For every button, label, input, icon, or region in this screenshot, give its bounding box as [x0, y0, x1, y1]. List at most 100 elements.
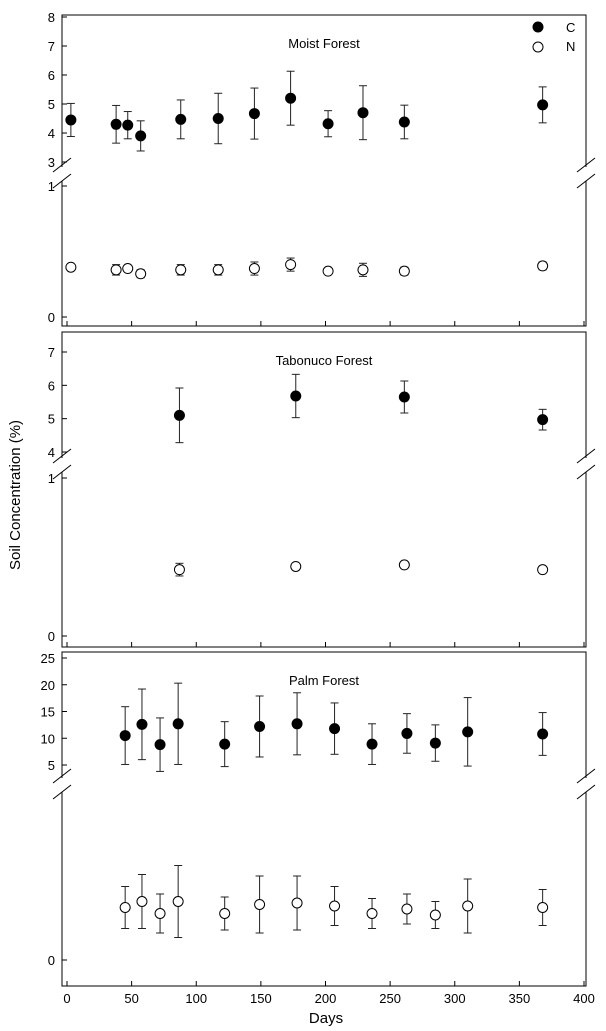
x-tick-label: 300 — [444, 991, 466, 1006]
legend-label-c: C — [566, 20, 575, 35]
panel-title: Tabonuco Forest — [276, 353, 373, 368]
data-point-n — [285, 259, 297, 271]
legend-marker-c — [532, 21, 544, 33]
axis-break-mark — [576, 784, 596, 800]
data-point-c — [537, 728, 549, 740]
x-tick-label: 0 — [63, 991, 70, 1006]
data-point-n — [175, 264, 187, 276]
panel-frame — [61, 14, 587, 327]
data-point-c — [290, 390, 302, 402]
axis-break-mark — [576, 448, 596, 464]
x-tick-label: 150 — [250, 991, 272, 1006]
data-point-n — [212, 264, 224, 276]
y-tick-label: 3 — [48, 155, 55, 170]
data-point-n — [398, 265, 410, 277]
data-point-n — [172, 896, 184, 907]
axis-break-mark — [576, 768, 596, 784]
data-point-n — [290, 560, 302, 572]
data-point-c — [136, 718, 148, 730]
axis-break-mark — [576, 464, 596, 480]
y-tick-label: 1 — [48, 179, 55, 194]
data-point-n — [429, 909, 441, 921]
y-tick-label: 0 — [48, 953, 55, 968]
data-point-c — [401, 727, 413, 739]
axis-break-mark — [576, 157, 596, 173]
data-point-n — [136, 896, 148, 907]
y-axis-title: Soil Concentration (%) — [7, 420, 24, 570]
y-tick-label: 7 — [48, 39, 55, 54]
legend-marker-n — [532, 41, 544, 53]
y-tick-label: 0 — [48, 629, 55, 644]
y-tick-label: 0 — [48, 310, 55, 325]
x-axis-title: Days — [309, 1010, 343, 1027]
data-point-c — [398, 116, 410, 128]
x-tick-label: 350 — [509, 991, 531, 1006]
panel-title: Moist Forest — [288, 36, 360, 51]
data-point-n — [173, 564, 185, 576]
panels-group: Moist Forest 3 4 5 6 7 8 0 1 Tabonuco Forest 4 5 6 7 0… — [41, 10, 596, 987]
data-point-c — [462, 726, 474, 738]
data-point-c — [154, 739, 166, 751]
data-point-c — [110, 118, 122, 130]
data-point-c — [65, 114, 77, 126]
data-point-n — [329, 900, 341, 912]
data-point-n — [154, 908, 166, 919]
x-tick-label: 100 — [185, 991, 207, 1006]
panel-title: Palm Forest — [289, 673, 359, 688]
y-tick-label: 6 — [48, 378, 55, 393]
data-point-c — [429, 737, 441, 749]
data-point-n — [65, 261, 77, 273]
data-point-n — [248, 263, 260, 275]
axis-break-mark — [52, 784, 72, 800]
y-tick-label: 7 — [48, 345, 55, 360]
data-point-c — [173, 409, 185, 421]
data-point-c — [537, 99, 549, 111]
data-point-c — [285, 92, 297, 104]
panel-frame — [61, 651, 587, 987]
panel-2: Palm Forest 5 10 15 20 25 0 — [41, 651, 596, 987]
y-tick-label: 4 — [48, 445, 55, 460]
data-point-n — [110, 264, 122, 276]
data-point-c — [219, 738, 231, 750]
x-axis: 0 50 100 150 200 250 300 350 400 — [63, 991, 594, 1006]
axis-break-mark — [52, 157, 72, 173]
y-tick-label: 1 — [48, 471, 55, 486]
data-point-n — [401, 903, 413, 915]
axis-break-mark — [576, 173, 596, 189]
data-point-c — [122, 119, 134, 131]
data-point-n — [537, 902, 549, 913]
data-point-c — [172, 718, 184, 730]
data-point-n — [462, 900, 474, 912]
data-point-c — [537, 414, 549, 426]
legend: C N — [532, 20, 575, 54]
data-point-c — [291, 718, 303, 730]
data-point-n — [122, 263, 134, 275]
data-point-c — [329, 723, 341, 735]
data-point-c — [175, 113, 187, 125]
data-point-c — [119, 730, 131, 742]
data-point-n — [254, 899, 266, 910]
data-point-c — [366, 738, 378, 750]
y-tick-label: 20 — [41, 678, 55, 693]
panel-frame — [61, 331, 587, 648]
data-point-n — [322, 265, 334, 277]
legend-label-n: N — [566, 39, 575, 54]
data-point-c — [254, 720, 266, 732]
data-point-n — [291, 897, 303, 909]
x-tick-label: 200 — [315, 991, 337, 1006]
x-tick-label: 250 — [379, 991, 401, 1006]
y-tick-label: 6 — [48, 68, 55, 83]
x-tick-label: 50 — [124, 991, 138, 1006]
axis-break-mark — [52, 768, 72, 784]
data-point-n — [398, 559, 410, 571]
y-tick-label: 5 — [48, 97, 55, 112]
x-tick-label: 400 — [573, 991, 595, 1006]
y-tick-label: 5 — [48, 412, 55, 427]
data-point-c — [357, 107, 369, 119]
y-tick-label: 8 — [48, 10, 55, 25]
data-point-n — [537, 260, 549, 272]
y-tick-label: 25 — [41, 651, 55, 666]
axis-break-mark — [52, 464, 72, 480]
panel-0: Moist Forest 3 4 5 6 7 8 0 1 — [48, 10, 596, 327]
